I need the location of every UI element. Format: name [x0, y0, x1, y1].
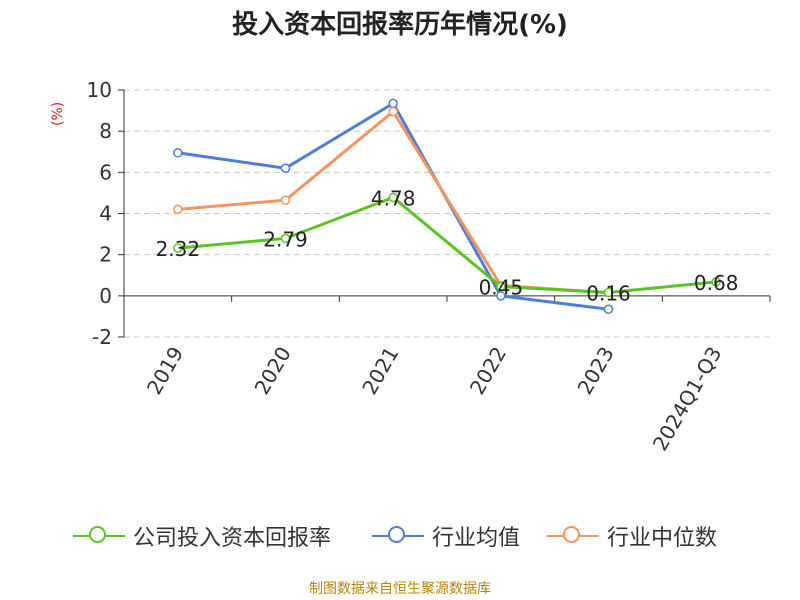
y-tick-label: 8: [99, 119, 112, 143]
y-tick-label: 4: [99, 202, 112, 226]
x-tick-label: 2021: [357, 343, 403, 399]
data-label: 0.16: [586, 282, 631, 306]
legend-label-company: 公司投入资本回报率: [133, 526, 332, 551]
y-tick-label: 0: [99, 284, 112, 308]
legend-label-industry-mean: 行业均值: [432, 526, 521, 551]
legend-marker-company: [73, 525, 125, 547]
data-point-0: [603, 287, 614, 298]
legend-marker-industry-mean: [372, 525, 424, 547]
data-label: 0.68: [694, 271, 739, 295]
data-point-1: [388, 98, 398, 109]
y-tick-label: 6: [99, 160, 112, 184]
y-tick-label: 2: [99, 243, 112, 267]
y-tick-label: 10: [87, 78, 112, 102]
data-point-2: [388, 106, 398, 117]
data-label: 4.78: [371, 186, 416, 210]
legend-marker-industry-median: [547, 525, 599, 547]
data-point-0: [711, 277, 721, 287]
x-tick-label: 2019: [142, 343, 188, 399]
x-tick-label: 2022: [465, 343, 511, 399]
legend-item-company[interactable]: 公司投入资本回报率: [73, 520, 331, 552]
legend-item-industry-mean[interactable]: 行业均值: [372, 520, 520, 552]
data-point-2: [173, 204, 183, 215]
y-tick-label: -2: [92, 325, 112, 349]
data-label: 2.32: [156, 237, 201, 261]
data-point-1: [603, 304, 614, 314]
x-tick-label: 2024Q1-Q3: [648, 343, 727, 455]
data-point-1: [280, 163, 291, 173]
legend-item-industry-median[interactable]: 行业中位数: [547, 520, 717, 552]
chart-title: 投入资本回报率历年情况(%): [232, 10, 568, 40]
series-line-0: [177, 195, 717, 295]
x-tick-label: 2023: [573, 343, 619, 399]
data-label: 2.79: [263, 227, 308, 251]
data-point-0: [388, 192, 398, 203]
data-point-0: [173, 243, 183, 253]
x-tick-label: 2020: [250, 343, 296, 399]
legend: 公司投入资本回报率 行业均值 行业中位数: [0, 520, 800, 556]
data-point-0: [496, 281, 506, 292]
legend-label-industry-median: 行业中位数: [607, 526, 718, 551]
source-footer: 制图数据来自恒生聚源数据库: [309, 581, 491, 597]
data-point-2: [280, 195, 291, 205]
data-point-0: [280, 233, 291, 244]
data-point-1: [173, 148, 183, 158]
line-chart: -2 0 2 4 6 8 10 2019 2020 2021 2022 2023 2024Q1-Q3 2.…: [87, 78, 771, 455]
data-point-1: [496, 291, 506, 301]
data-label: 0.45: [479, 276, 524, 300]
